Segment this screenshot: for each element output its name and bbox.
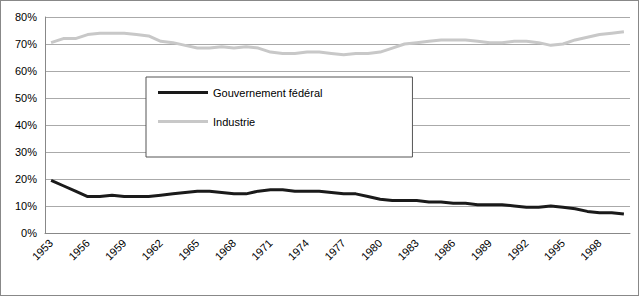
- svg-text:1980: 1980: [359, 237, 385, 263]
- svg-text:20%: 20%: [15, 173, 37, 185]
- svg-text:1986: 1986: [432, 237, 458, 263]
- svg-text:1953: 1953: [30, 237, 56, 263]
- svg-text:1959: 1959: [103, 237, 129, 263]
- svg-text:1977: 1977: [322, 237, 348, 263]
- svg-text:30%: 30%: [15, 146, 37, 158]
- svg-text:1995: 1995: [541, 237, 567, 263]
- svg-text:70%: 70%: [15, 38, 37, 50]
- svg-text:1971: 1971: [249, 237, 275, 263]
- svg-text:80%: 80%: [15, 11, 37, 23]
- svg-text:0%: 0%: [21, 227, 37, 239]
- svg-text:1998: 1998: [578, 237, 604, 263]
- svg-text:40%: 40%: [15, 119, 37, 131]
- svg-text:Gouvernement fédéral: Gouvernement fédéral: [213, 87, 322, 99]
- svg-text:1989: 1989: [468, 237, 494, 263]
- svg-text:1962: 1962: [139, 237, 165, 263]
- svg-text:1983: 1983: [395, 237, 421, 263]
- svg-text:10%: 10%: [15, 200, 37, 212]
- svg-text:1968: 1968: [212, 237, 238, 263]
- svg-text:1992: 1992: [505, 237, 531, 263]
- svg-text:50%: 50%: [15, 92, 37, 104]
- svg-text:1974: 1974: [286, 237, 312, 263]
- svg-text:Industrie: Industrie: [213, 116, 255, 128]
- svg-text:1965: 1965: [176, 237, 202, 263]
- svg-text:60%: 60%: [15, 65, 37, 77]
- svg-text:1956: 1956: [66, 237, 92, 263]
